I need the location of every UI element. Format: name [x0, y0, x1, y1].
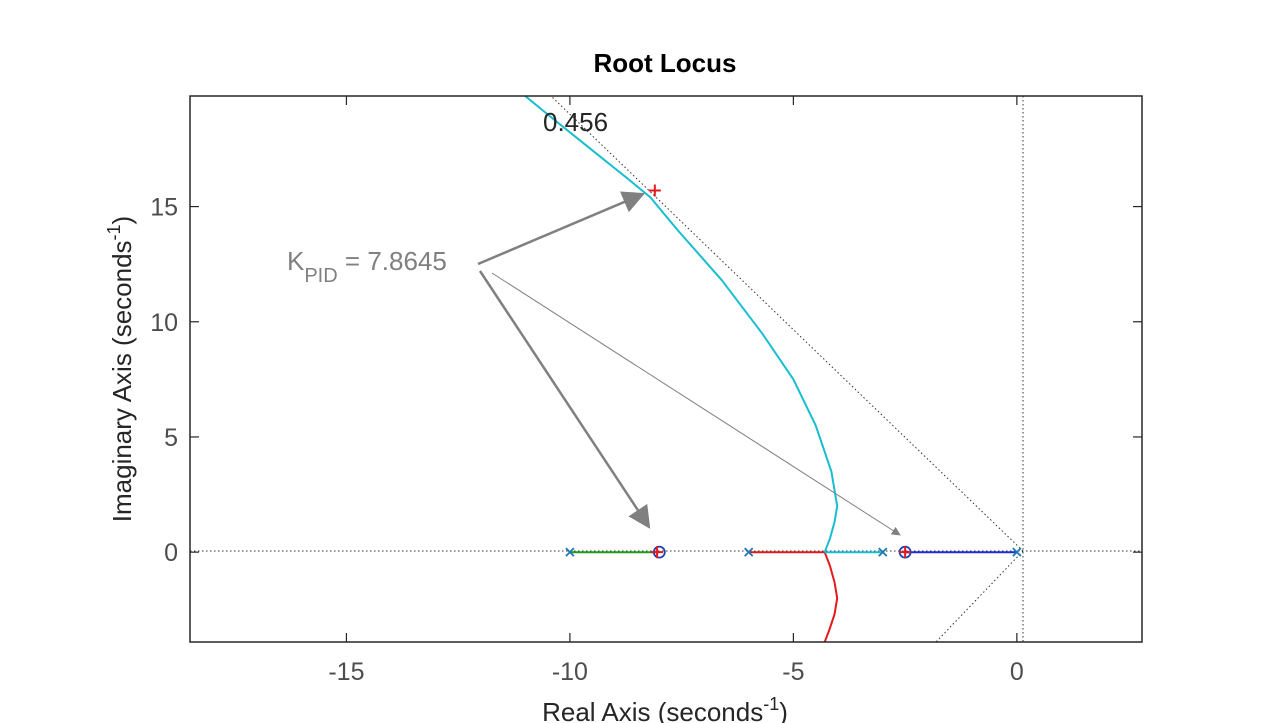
- damping-line-lower: [935, 550, 1024, 642]
- annotation-arrow-lower-right: [491, 272, 901, 536]
- axes-box: [189, 95, 1143, 643]
- x-tick-label: -5: [782, 658, 804, 686]
- y-axis-label: Imaginary Axis (seconds-1): [104, 216, 137, 522]
- x-axis-label: Real Axis (seconds-1): [542, 694, 788, 723]
- y-tick-label: 0: [164, 539, 178, 567]
- pole-marker-4: [1012, 547, 1022, 557]
- axis-ticks: -15 -10 -5 0 0 5 10 15: [150, 96, 1142, 686]
- pole-marker-1: [565, 547, 575, 557]
- selected-gain-point-2: [651, 546, 664, 559]
- damping-ratio-label: 0.456: [543, 107, 608, 137]
- locus-branch-4: [823, 551, 839, 642]
- y-tick-label: 10: [150, 309, 178, 337]
- pole-marker-3: [878, 547, 888, 557]
- x-tick-label: 0: [1010, 658, 1024, 686]
- x-tick-label: -15: [328, 658, 364, 686]
- gain-annotation: KPID = 7.8645: [287, 191, 901, 536]
- chart-title: Root Locus: [594, 48, 737, 78]
- selected-gain-point-3: [899, 546, 912, 559]
- damping-line-upper: [550, 96, 1024, 552]
- pole-zero-markers: [565, 184, 1022, 559]
- selected-gain-point-1: [648, 184, 661, 197]
- plot-content: [190, 96, 1142, 642]
- locus-branch-6: [524, 96, 839, 553]
- plot-area: [190, 96, 1142, 642]
- annotation-arrow-lower-left: [478, 270, 651, 529]
- locus-branches: [524, 96, 1017, 642]
- y-tick-label: 15: [150, 194, 178, 222]
- annotation-arrow-upper: [477, 191, 646, 266]
- gain-annotation-label: KPID = 7.8645: [287, 246, 447, 287]
- x-tick-label: -10: [552, 658, 588, 686]
- pole-marker-2: [744, 547, 754, 557]
- y-tick-label: 5: [164, 424, 178, 452]
